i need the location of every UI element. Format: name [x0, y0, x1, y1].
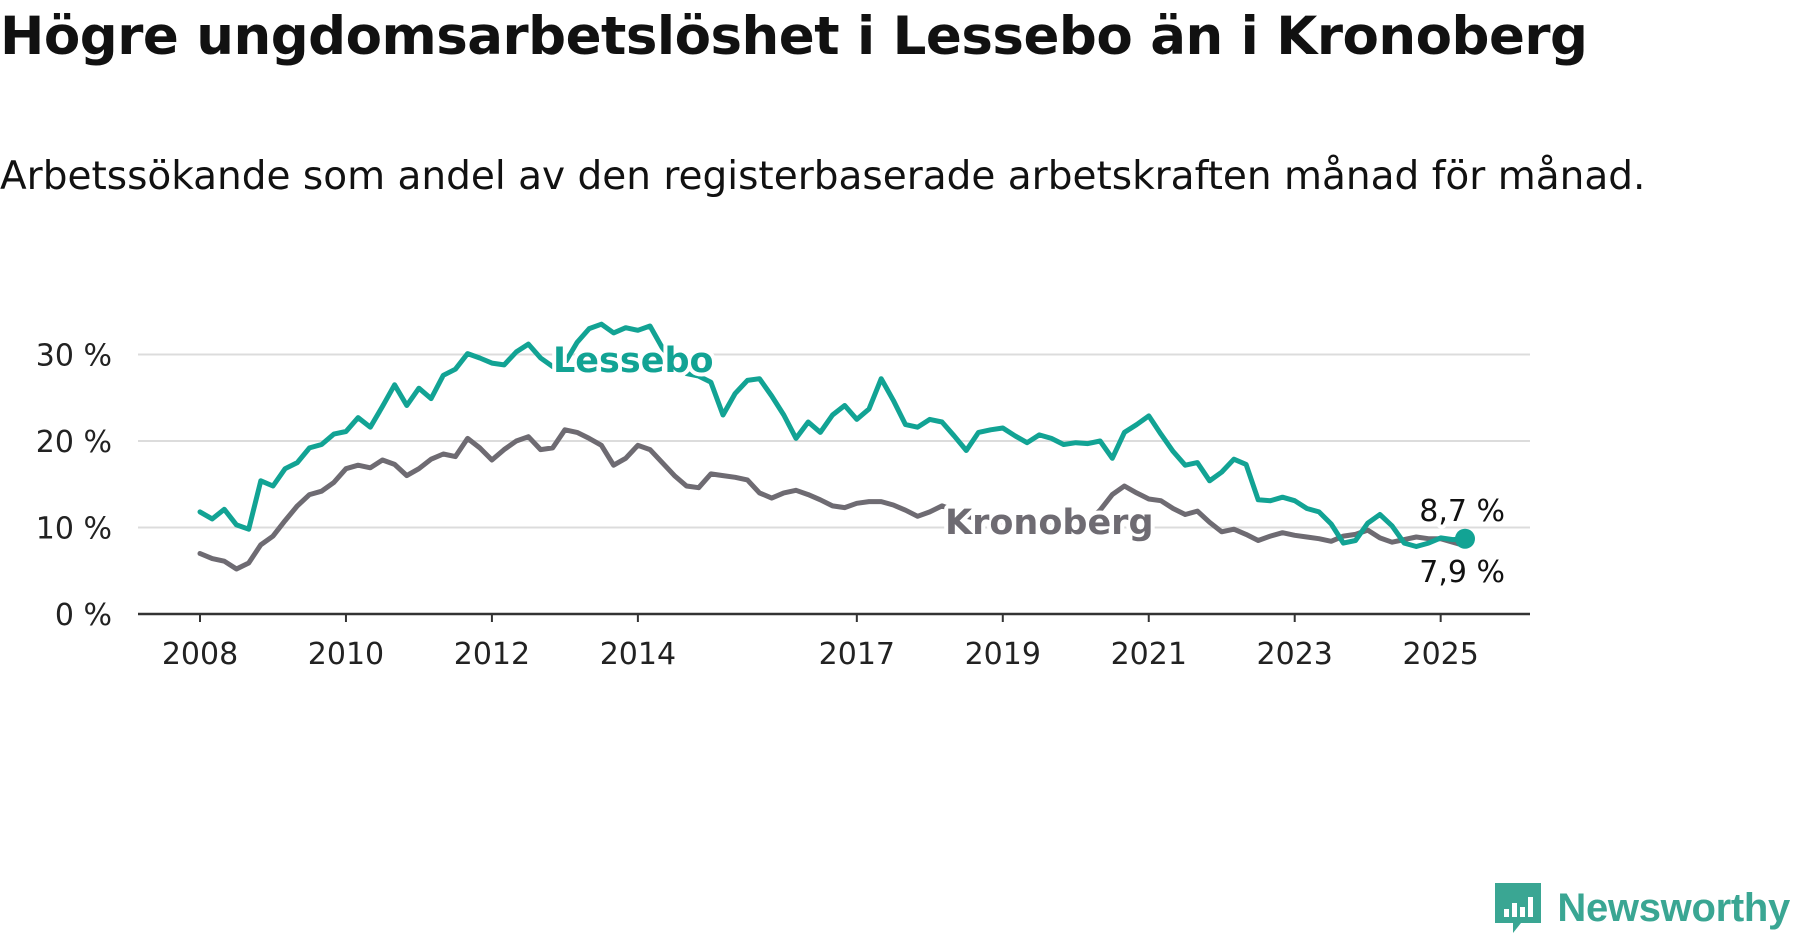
y-tick-label: 10 % [36, 512, 112, 547]
end-value-lessebo: 8,7 % [1419, 494, 1505, 529]
x-tick-label: 2010 [308, 637, 384, 672]
newsworthy-brand[interactable]: Newsworthy [1491, 878, 1790, 938]
series-line-kronoberg [197, 427, 1468, 572]
series-label-kronoberg: Kronoberg [945, 503, 1154, 543]
y-tick-label: 0 % [55, 598, 112, 633]
x-tick-label: 2021 [1111, 637, 1187, 672]
x-tick-label: 2025 [1402, 637, 1478, 672]
x-tick-label: 2014 [600, 637, 676, 672]
chart-subtitle: Arbetssökande som andel av den registerb… [0, 154, 1646, 199]
brand-name: Newsworthy [1557, 885, 1790, 930]
x-tick-label: 2012 [454, 637, 530, 672]
end-value-kronoberg-halo: 7,9 % [1419, 555, 1505, 590]
series-endpoint-lessebo [1455, 528, 1475, 549]
y-axis-ticks: 0 % 10 % 20 % 30 % [36, 339, 112, 634]
gridlines [138, 353, 1530, 529]
x-tick-label: 2019 [965, 637, 1041, 672]
end-value-kronoberg: 7,9 % [1419, 555, 1505, 590]
x-axis: 2008 2010 2012 2014 2017 2019 2021 2023 2025 [138, 612, 1530, 672]
y-tick-label: 20 % [36, 425, 112, 460]
x-tick-label: 2017 [819, 637, 895, 672]
series-label-lessebo-halo: Lessebo [553, 341, 714, 381]
y-tick-label: 30 % [36, 339, 112, 374]
x-tick-label: 2008 [162, 637, 238, 672]
series-line-lessebo [197, 321, 1468, 549]
series-label-lessebo: Lessebo [553, 341, 714, 381]
series-label-kronoberg-halo: Kronoberg [945, 503, 1154, 543]
series-lines [197, 321, 1475, 572]
newsworthy-logo-icon [1495, 883, 1542, 933]
chart-title: Högre ungdomsarbetslöshet i Lessebo än i… [0, 6, 1588, 67]
end-value-lessebo-halo: 8,7 % [1419, 494, 1505, 529]
x-tick-label: 2023 [1257, 637, 1333, 672]
